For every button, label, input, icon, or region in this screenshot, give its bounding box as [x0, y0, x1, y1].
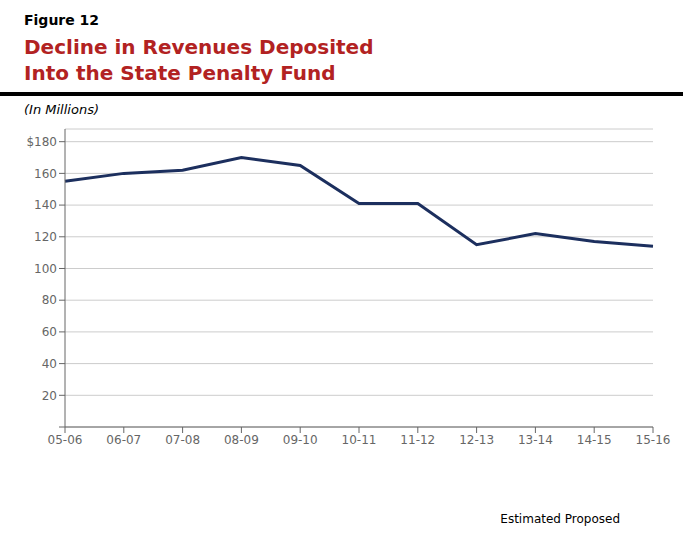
svg-text:140: 140	[34, 198, 57, 212]
svg-text:07-08: 07-08	[165, 433, 200, 447]
svg-text:12-13: 12-13	[459, 433, 494, 447]
html-text:Decline in Revenues Deposited: Decline in Revenues Deposited	[24, 35, 374, 59]
svg-text:09-10: 09-10	[283, 433, 318, 447]
svg-text:160: 160	[34, 167, 57, 181]
svg-text:60: 60	[42, 325, 57, 339]
svg-text:13-14: 13-14	[518, 433, 553, 447]
svg-text:05-06: 05-06	[48, 433, 83, 447]
html-text:Figure 12: Figure 12	[24, 12, 100, 28]
html-text:Into the State Penalty Fund: Into the State Penalty Fund	[24, 61, 336, 85]
svg-text:06-07: 06-07	[106, 433, 141, 447]
html-text:Estimated Proposed: Estimated Proposed	[500, 512, 620, 526]
svg-text:40: 40	[42, 357, 57, 371]
svg-text:10-11: 10-11	[342, 433, 377, 447]
svg-text:15-16: 15-16	[636, 433, 671, 447]
html-text:(In Millions): (In Millions)	[24, 102, 99, 117]
svg-text:$180: $180	[26, 135, 57, 149]
svg-text:11-12: 11-12	[400, 433, 435, 447]
svg-text:80: 80	[42, 293, 57, 307]
svg-text:120: 120	[34, 230, 57, 244]
svg-text:14-15: 14-15	[577, 433, 612, 447]
svg-text:20: 20	[42, 389, 57, 403]
svg-text:100: 100	[34, 262, 57, 276]
svg-text:08-09: 08-09	[224, 433, 259, 447]
